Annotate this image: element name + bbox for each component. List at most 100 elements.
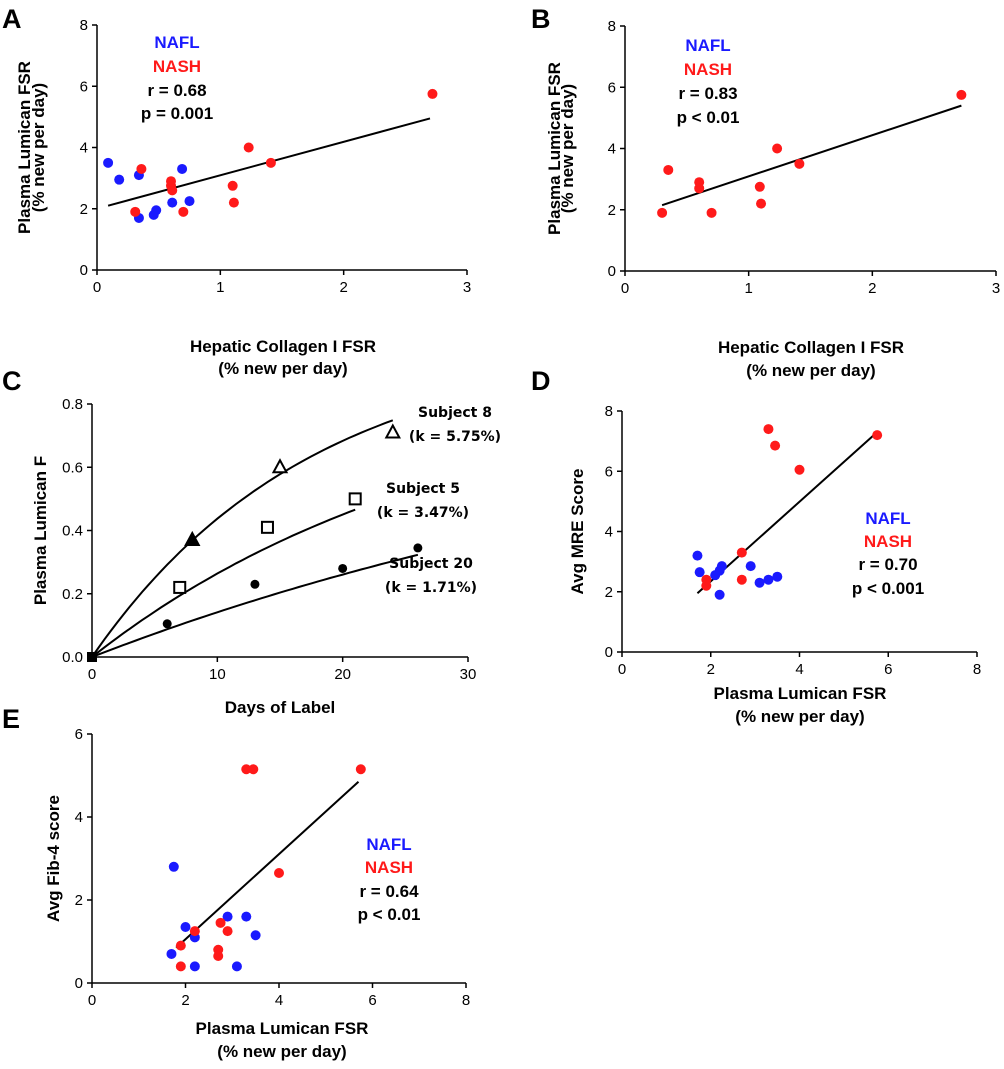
point-nash <box>794 464 805 475</box>
point-nash <box>706 207 717 218</box>
correlation-r: r = 0.83 <box>678 84 737 103</box>
point-nafl <box>166 948 177 959</box>
x-axis-label-units: (% new per day) <box>218 359 347 378</box>
point-nash <box>274 868 284 879</box>
marker-square <box>173 580 187 594</box>
point-nash <box>189 926 200 937</box>
legend-nash: NASH <box>153 57 201 76</box>
marker-circle <box>338 563 348 573</box>
x-axis-label: Hepatic Collagen I FSR <box>190 337 376 356</box>
regression-line <box>661 104 962 207</box>
point-nash <box>175 940 186 951</box>
y-axis-label: Avg Fib-4 score <box>44 795 63 922</box>
point-nash <box>215 917 226 928</box>
point-nash <box>248 764 259 775</box>
point-nafl <box>231 961 242 972</box>
panel-d: D 0 2 4 6 8 0 2 4 6 8 Plasma Lumican FSR (% new per … <box>531 366 981 726</box>
y-tick-label: 6 <box>80 78 88 95</box>
correlation-r: r = 0.68 <box>147 81 206 100</box>
y-tick-label: 4 <box>80 140 88 157</box>
x-axis-label: Days of Label <box>225 698 336 717</box>
marker-triangle <box>384 423 401 439</box>
marker-square <box>348 492 362 506</box>
y-tick-label: 4 <box>608 141 616 158</box>
y-tick-label: 0 <box>608 263 616 280</box>
point-nafl <box>177 163 188 174</box>
y-tick-label: 2 <box>608 202 616 219</box>
correlation-r: r = 0.64 <box>359 882 419 901</box>
point-nash <box>178 206 189 217</box>
legend-nafl: NAFL <box>366 835 411 854</box>
y-tick-label: 0.0 <box>62 649 83 666</box>
x-tick-label: 2 <box>339 279 347 296</box>
point-nash <box>243 142 254 153</box>
marker-circle <box>413 543 423 553</box>
subject-label: Subject 5 <box>386 481 460 497</box>
point-nash <box>657 207 668 218</box>
origin-marker <box>87 652 97 662</box>
point-nafl <box>151 205 162 216</box>
panel-letter: A <box>2 4 22 34</box>
y-tick-label: 0.6 <box>62 459 83 476</box>
point-nash <box>228 197 239 208</box>
y-axis-label-units: (% new per day) <box>558 84 577 213</box>
point-nash <box>227 180 238 191</box>
x-tick-label: 2 <box>868 280 876 297</box>
point-nash <box>956 89 967 100</box>
point-nash <box>663 164 674 175</box>
panel-letter: C <box>2 366 22 396</box>
point-nafl <box>180 921 191 932</box>
y-tick-label: 8 <box>605 403 613 420</box>
y-tick-label: 2 <box>80 201 88 218</box>
x-axis-label-units: (% new per day) <box>746 361 875 380</box>
x-axis-label-units: (% new per day) <box>217 1042 346 1061</box>
point-nash <box>136 163 147 174</box>
point-nash <box>701 580 712 591</box>
x-tick-label: 3 <box>992 280 1000 297</box>
y-axis-label: Plasma Lumican F <box>31 456 50 605</box>
rate-label: (k = 1.71%) <box>385 580 477 596</box>
point-nash <box>754 181 765 192</box>
point-nash <box>694 183 705 194</box>
point-nash <box>222 926 233 937</box>
p-value: p < 0.001 <box>852 579 924 598</box>
x-tick-label: 0 <box>621 280 629 297</box>
x-axis-label: Plasma Lumican FSR <box>714 684 887 703</box>
y-axis-label: Avg MRE Score <box>568 469 587 595</box>
correlation-r: r = 0.70 <box>858 555 917 574</box>
point-nafl <box>763 574 774 585</box>
point-nash <box>736 547 747 558</box>
y-tick-label: 6 <box>608 79 616 96</box>
y-tick-label: 4 <box>75 809 83 826</box>
x-tick-label: 2 <box>707 661 715 678</box>
x-axis-label-units: (% new per day) <box>735 707 864 726</box>
y-tick-label: 0 <box>75 975 83 992</box>
y-tick-label: 8 <box>80 17 88 34</box>
x-tick-label: 0 <box>618 661 626 678</box>
x-tick-label: 8 <box>462 992 470 1009</box>
y-tick-label: 0 <box>80 262 88 279</box>
point-nash <box>355 764 366 775</box>
legend-nash: NASH <box>684 60 732 79</box>
x-tick-label: 0 <box>88 992 96 1009</box>
point-nafl <box>692 550 703 561</box>
point-nash <box>175 961 186 972</box>
y-tick-label: 4 <box>605 524 613 541</box>
panel-letter: B <box>531 4 551 34</box>
regression-line <box>696 431 878 595</box>
x-tick-label: 6 <box>368 992 376 1009</box>
point-nash <box>427 88 438 99</box>
marker-circle <box>250 579 260 589</box>
y-axis-label: Plasma Lumican FSR <box>545 62 564 235</box>
p-value: p < 0.01 <box>358 905 421 924</box>
point-nash <box>167 185 178 196</box>
point-nash <box>772 143 783 154</box>
point-nash <box>265 157 276 168</box>
point-nash <box>756 198 767 209</box>
x-tick-label: 6 <box>884 661 892 678</box>
y-tick-label: 0.8 <box>62 396 83 413</box>
marker-circle <box>162 619 172 629</box>
point-nash <box>213 944 224 955</box>
x-tick-label: 1 <box>216 279 224 296</box>
y-tick-label: 0.2 <box>62 586 83 603</box>
